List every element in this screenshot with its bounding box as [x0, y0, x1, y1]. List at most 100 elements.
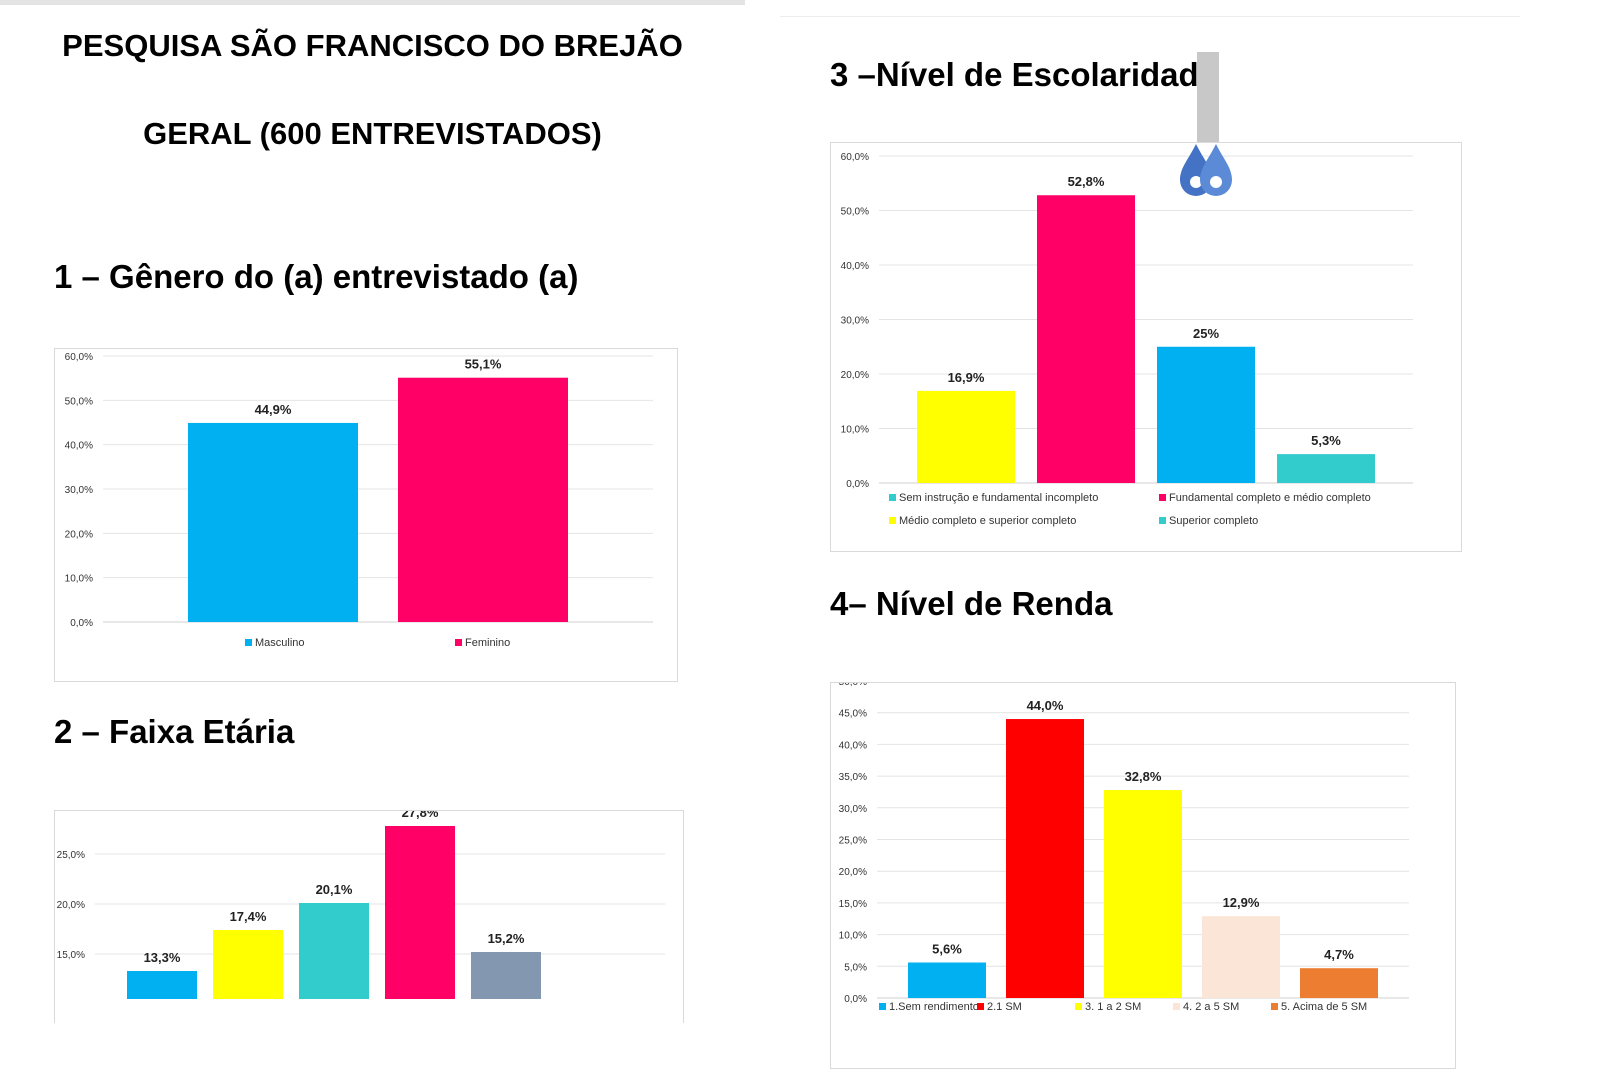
top-rule	[780, 16, 1520, 17]
page-subtitle: GERAL (600 ENTREVISTADOS)	[143, 116, 602, 151]
data-label: 44,0%	[1027, 698, 1064, 713]
water-drops-icon	[1178, 142, 1238, 207]
bar	[188, 422, 358, 622]
chart-faixa: 15,0%20,0%25,0%30,0%13,3%17,4%20,1%27,8%…	[54, 800, 684, 1023]
y-tick-label: 40,0%	[65, 441, 93, 452]
data-label: 52,8%	[1068, 174, 1105, 189]
data-label: 12,9%	[1223, 895, 1260, 910]
bar	[299, 903, 369, 999]
legend-swatch	[889, 494, 896, 501]
bar	[471, 952, 541, 999]
legend-swatch	[889, 517, 896, 524]
chart-faixa-svg: 15,0%20,0%25,0%30,0%13,3%17,4%20,1%27,8%…	[57, 800, 665, 999]
y-tick-label: 30,0%	[65, 485, 93, 496]
bar	[127, 971, 197, 999]
legend-label: Fundamental completo e médio completo	[1169, 492, 1371, 504]
data-label: 44,9%	[255, 402, 292, 417]
bar	[385, 826, 455, 999]
legend-label: 4. 2 a 5 SM	[1183, 1001, 1239, 1013]
y-tick-label: 45,0%	[839, 709, 867, 720]
legend-swatch	[245, 639, 252, 646]
y-tick-label: 5,0%	[844, 962, 867, 973]
bar	[1006, 719, 1084, 998]
legend-label: 1.Sem rendimento	[889, 1001, 979, 1013]
data-label: 5,3%	[1311, 433, 1341, 448]
bar	[1277, 454, 1375, 483]
y-tick-label: 25,0%	[839, 836, 867, 847]
legend-label: 2.1 SM	[987, 1001, 1022, 1013]
data-label: 32,8%	[1125, 769, 1162, 784]
legend-swatch	[455, 639, 462, 646]
legend-swatch	[1159, 494, 1166, 501]
legend-swatch	[1271, 1003, 1278, 1010]
data-label: 17,4%	[230, 909, 267, 924]
section-heading-genero: 1 – Gênero do (a) entrevistado (a)	[54, 258, 579, 295]
bar	[1104, 790, 1182, 998]
drip-bar	[1197, 52, 1219, 142]
y-tick-label: 0,0%	[846, 479, 869, 490]
bar	[213, 930, 283, 999]
legend-swatch	[1173, 1003, 1180, 1010]
section-heading-escolaridade: 3 –Nível de Escolaridade	[830, 56, 1218, 93]
data-label: 20,1%	[316, 882, 353, 897]
data-label: 4,7%	[1324, 947, 1354, 962]
legend-label: Feminino	[465, 637, 510, 649]
y-tick-label: 50,0%	[841, 207, 869, 218]
y-tick-label: 10,0%	[65, 574, 93, 585]
y-tick-label: 20,0%	[65, 529, 93, 540]
y-tick-label: 35,0%	[839, 772, 867, 783]
bar	[908, 962, 986, 998]
data-label: 15,2%	[488, 931, 525, 946]
data-label: 55,1%	[465, 357, 502, 372]
section-heading-faixa: 2 – Faixa Etária	[54, 713, 295, 750]
y-tick-label: 60,0%	[65, 352, 93, 363]
chart-renda: 0,0% 5,0% 10,0% 15,0% 20,0% 25,0% 30,0% 35,0% 40…	[830, 677, 1456, 1069]
y-tick-label: 20,0%	[57, 900, 85, 911]
y-tick-label: 30,0%	[839, 804, 867, 815]
data-label: 25%	[1193, 326, 1219, 341]
chart-genero-svg: 0,0% 10,0% 20,0% 30,0% 40,0% 50,0% 60,0% 44,9% 5…	[65, 352, 653, 649]
y-tick-label: 20,0%	[839, 867, 867, 878]
data-label: 16,9%	[948, 370, 985, 385]
top-divider	[0, 0, 745, 5]
bar	[1300, 968, 1378, 998]
y-tick-label: 40,0%	[841, 261, 869, 272]
data-label: 13,3%	[144, 950, 181, 965]
y-tick-label: 20,0%	[841, 370, 869, 381]
y-tick-label: 50,0%	[65, 396, 93, 407]
y-tick-label: 60,0%	[841, 152, 869, 163]
data-label: 27,8%	[402, 811, 439, 820]
y-tick-label: 10,0%	[839, 931, 867, 942]
legend-swatch	[1159, 517, 1166, 524]
legend-label: Médio completo e superior completo	[899, 515, 1076, 527]
y-tick-label: 15,0%	[839, 899, 867, 910]
y-tick-label: 50,0%	[839, 683, 867, 688]
bar	[917, 390, 1015, 483]
y-tick-label: 0,0%	[844, 994, 867, 1005]
y-tick-label: 40,0%	[839, 740, 867, 751]
bar	[1037, 195, 1135, 484]
y-tick-label: 15,0%	[57, 950, 85, 961]
legend-label: Masculino	[255, 637, 305, 649]
y-tick-label: 0,0%	[70, 618, 93, 629]
y-tick-label: 30,0%	[841, 316, 869, 327]
legend-swatch	[977, 1003, 984, 1010]
chart-renda-svg: 0,0% 5,0% 10,0% 15,0% 20,0% 25,0% 30,0% 35,0% 40…	[839, 677, 1409, 1013]
chart-escolaridade: 0,0% 10,0% 20,0% 30,0% 40,0% 50,0% 60,0% 16,9% 5…	[830, 142, 1462, 552]
legend-swatch	[879, 1003, 886, 1010]
legend-label: 5. Acima de 5 SM	[1281, 1001, 1367, 1013]
section-heading-renda: 4– Nível de Renda	[830, 585, 1113, 622]
chart-escolaridade-svg: 0,0% 10,0% 20,0% 30,0% 40,0% 50,0% 60,0% 16,9% 5…	[841, 152, 1413, 527]
y-tick-label: 10,0%	[841, 425, 869, 436]
legend-swatch	[1075, 1003, 1082, 1010]
bar	[1157, 346, 1255, 483]
chart-genero: 0,0% 10,0% 20,0% 30,0% 40,0% 50,0% 60,0% 44,9% 5…	[54, 348, 678, 682]
page-title: PESQUISA SÃO FRANCISCO DO BREJÃO	[62, 28, 683, 63]
data-label: 5,6%	[932, 941, 962, 956]
bar	[1202, 916, 1280, 998]
legend-label: 3. 1 a 2 SM	[1085, 1001, 1141, 1013]
legend-label: Superior completo	[1169, 515, 1258, 527]
bar	[398, 377, 568, 622]
legend-label: Sem instrução e fundamental incompleto	[899, 492, 1098, 504]
y-tick-label: 25,0%	[57, 850, 85, 861]
